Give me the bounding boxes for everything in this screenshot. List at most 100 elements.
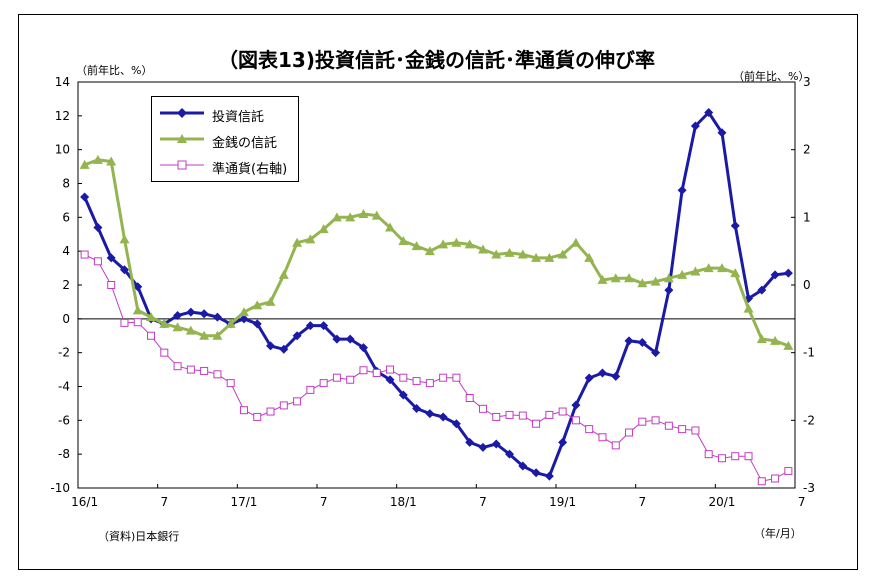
data-point-diamond xyxy=(212,312,222,322)
data-point-diamond xyxy=(80,192,90,202)
data-point-diamond xyxy=(651,348,661,358)
data-point-triangle xyxy=(491,249,502,259)
data-point-triangle xyxy=(451,237,462,247)
legend-item-quasi-money: 準通貨(右軸) xyxy=(158,156,298,177)
data-point-triangle xyxy=(650,276,661,286)
data-point-diamond xyxy=(345,334,355,344)
data-point-square xyxy=(478,404,487,413)
left-axis-tick-label: 14 xyxy=(55,75,70,89)
data-point-square xyxy=(505,410,514,419)
x-axis-tick-label: 7 xyxy=(160,495,168,509)
data-point-square xyxy=(678,425,687,434)
data-point-diamond xyxy=(133,282,143,292)
data-point-square xyxy=(585,425,594,434)
data-point-square xyxy=(80,250,89,259)
data-point-triangle xyxy=(438,239,449,249)
data-point-diamond xyxy=(305,321,315,331)
legend-label: 投資信託 xyxy=(212,110,265,125)
right-axis-tick-label: -3 xyxy=(803,481,815,495)
data-point-diamond xyxy=(385,375,395,385)
data-point-square xyxy=(625,428,634,437)
data-point-triangle xyxy=(517,249,528,259)
data-point-triangle xyxy=(544,252,555,262)
data-point-triangle xyxy=(424,246,435,256)
data-point-diamond xyxy=(704,107,714,117)
data-point-diamond xyxy=(292,331,302,341)
data-point-diamond xyxy=(597,368,607,378)
left-axis-tick-label: 12 xyxy=(55,109,70,123)
data-point-square xyxy=(107,281,116,289)
data-point-triangle xyxy=(265,296,276,306)
data-point-triangle xyxy=(92,154,103,164)
data-point-triangle xyxy=(331,212,342,222)
data-point-square xyxy=(213,370,222,379)
x-axis-tick-label: 7 xyxy=(320,495,328,509)
data-point-triangle xyxy=(305,234,316,244)
data-point-diamond xyxy=(571,400,581,410)
data-point-square xyxy=(611,441,620,450)
data-point-square xyxy=(386,365,395,374)
data-point-diamond xyxy=(677,185,687,195)
data-point-diamond xyxy=(611,371,621,381)
data-point-triangle xyxy=(531,252,542,262)
data-point-square xyxy=(452,373,461,382)
data-point-square xyxy=(465,394,474,403)
data-point-triangle xyxy=(358,208,369,218)
right-axis-tick-label: 1 xyxy=(803,210,811,224)
data-point-square xyxy=(200,366,209,375)
right-axis-tick-label: 0 xyxy=(803,278,811,292)
data-point-square xyxy=(93,257,102,266)
data-point-diamond xyxy=(518,461,528,471)
data-point-diamond xyxy=(425,409,435,419)
x-axis-tick-label: 20/1 xyxy=(708,495,735,509)
right-axis-tick-label: -2 xyxy=(803,413,815,427)
data-point-square xyxy=(757,477,766,486)
data-point-diamond xyxy=(531,468,541,478)
data-point-diamond xyxy=(252,319,262,329)
data-point-square xyxy=(147,331,156,340)
data-point-diamond xyxy=(584,373,594,383)
data-point-triangle xyxy=(504,247,515,257)
data-point-square xyxy=(731,452,740,461)
x-axis-tick-label: 7 xyxy=(638,495,646,509)
data-point-diamond xyxy=(757,285,767,295)
x-axis-tick-label: 7 xyxy=(479,495,487,509)
data-point-triangle xyxy=(743,303,754,313)
right-axis-tick-label: 3 xyxy=(803,75,811,89)
data-point-triangle xyxy=(690,266,701,276)
data-point-square xyxy=(186,365,195,374)
data-point-diamond xyxy=(624,336,634,346)
data-point-square xyxy=(558,407,567,416)
data-point-diamond xyxy=(358,343,368,353)
data-point-square xyxy=(319,379,328,388)
data-point-square xyxy=(717,454,726,463)
data-point-triangle xyxy=(637,278,648,288)
data-point-square xyxy=(173,362,182,371)
data-point-triangle xyxy=(477,244,488,254)
right-axis-tick-label: 2 xyxy=(803,143,811,157)
data-point-triangle xyxy=(557,249,568,259)
left-axis-unit: （前年比、%） xyxy=(76,64,153,77)
data-point-square xyxy=(293,397,302,406)
data-point-square xyxy=(266,407,275,416)
data-point-triangle xyxy=(411,241,422,251)
data-point-square xyxy=(120,318,129,327)
data-point-triangle xyxy=(199,330,210,340)
data-point-square xyxy=(372,368,381,377)
left-axis-tick-label: 8 xyxy=(62,177,70,191)
legend-item-money-trust: 金銭の信託 xyxy=(158,130,298,151)
left-axis-tick-label: 0 xyxy=(62,312,70,326)
data-point-diamond xyxy=(239,314,249,324)
data-point-triangle xyxy=(172,322,183,332)
data-point-square xyxy=(160,348,169,357)
data-point-diamond xyxy=(319,321,329,331)
data-point-diamond xyxy=(505,449,515,459)
data-point-diamond xyxy=(465,437,475,447)
data-point-triangle xyxy=(703,263,714,273)
data-point-square xyxy=(359,366,368,375)
data-point-diamond xyxy=(717,128,727,138)
data-point-diamond xyxy=(119,265,129,275)
data-point-triangle xyxy=(119,234,130,244)
data-point-triangle xyxy=(570,237,581,247)
chart-title: （図表13)投資信託･金銭の信託･準通貨の伸び率 xyxy=(218,48,655,72)
